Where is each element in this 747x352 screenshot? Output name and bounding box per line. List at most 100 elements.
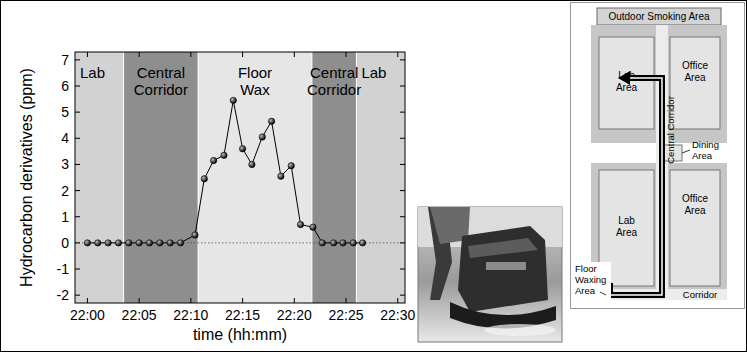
text-line: Corridor [307,81,361,98]
text-line: Dining [692,139,719,150]
data-point [105,240,111,246]
text-line: Office [682,60,708,71]
data-point [239,146,245,152]
y-tick-label: 0 [61,235,69,251]
plan-label: DiningArea [692,139,719,161]
y-tick [75,295,80,296]
plan-route [610,78,662,295]
region-boundary [123,52,124,303]
plan-route-arrow [618,71,630,85]
y-tick [400,295,405,296]
y-tick [75,59,80,60]
plan-label: LabArea [616,70,638,93]
data-point [84,240,90,246]
data-point [310,224,316,230]
x-tick [242,298,243,303]
plan-panel [571,3,745,309]
data-point [146,240,152,246]
data-point [288,163,294,169]
y-tick-label: 4 [61,130,69,146]
data-point [115,240,121,246]
y-tick [75,269,80,270]
text-line: Area [616,227,638,238]
y-tick [400,242,405,243]
data-point [359,240,365,246]
photo [418,207,562,342]
y-tick [75,216,80,217]
plan-label: Central Corridor [665,96,676,164]
region-label: Lab [361,64,386,81]
data-point [259,134,265,140]
data [84,97,366,246]
region-label: CentralCorridor [134,64,188,98]
data-point [210,157,216,163]
data-point [201,176,207,182]
y-tick-label: 5 [61,104,69,120]
plan-label: FloorWaxingArea [575,263,606,296]
y-tick [400,112,405,113]
x-tick [190,298,191,303]
y-tick [75,190,80,191]
figure-border [1,1,747,352]
x-tick [294,298,295,303]
x-tick [294,52,295,57]
figure: LabCentralCorridorFloorWaxCentralCorrido… [0,0,747,352]
region-label: Lab [80,64,105,81]
data-point [157,240,163,246]
y-tick-label: 2 [61,183,69,199]
data-point [268,118,274,124]
plan-leader [682,150,690,153]
y-tick [75,242,80,243]
plan-label-backing [573,262,611,300]
x-tick-label: 22:20 [277,307,312,323]
x-tick [139,52,140,57]
data-point [249,161,255,167]
y-tick-label: -1 [57,261,70,277]
y-tick [75,112,80,113]
text-line: Area [684,205,706,216]
data-point [167,240,173,246]
text-line: Area [692,150,713,161]
y-tick [400,269,405,270]
region-boundary [198,52,199,303]
data-point [350,240,356,246]
plan-label: LabArea [616,215,638,238]
y-axis-label: Hydrocarbon derivatives (ppm) [18,68,35,287]
text-line: Area [616,82,638,93]
text-line: Area [575,285,596,296]
y-tick-label: 3 [61,156,69,172]
x-tick [87,298,88,303]
y-tick-label: 6 [61,78,69,94]
plan-label: OfficeArea [682,193,708,216]
x-tick [87,52,88,57]
x-tick [346,298,347,303]
region [198,52,312,303]
region [124,52,198,303]
region-label: FloorWax [238,64,272,98]
plan-label: Outdoor Smoking Area [608,11,710,22]
y-tick [75,138,80,139]
data-point [278,173,284,179]
photo-machine-pad [450,302,556,329]
data-point [95,240,101,246]
x-tick [190,52,191,57]
data-point [340,240,346,246]
x-tick [346,52,347,57]
text-line: Waxing [575,274,606,285]
plan-room [670,170,720,286]
y-tick [400,216,405,217]
y-tick [400,164,405,165]
plan-outdoor [597,8,721,25]
data-point [319,240,325,246]
photo-machine-top [468,238,538,258]
y-tick [75,164,80,165]
y-tick-label: 1 [61,209,69,225]
photo-floor-shine [484,324,556,336]
x-tick-label: 22:15 [225,307,260,323]
plan-leader [600,292,606,295]
photo-machine [458,226,548,312]
text-line: Floor [238,64,272,81]
x-tick [242,52,243,57]
plan-room [670,37,720,129]
x-tick-label: 22:25 [329,307,364,323]
